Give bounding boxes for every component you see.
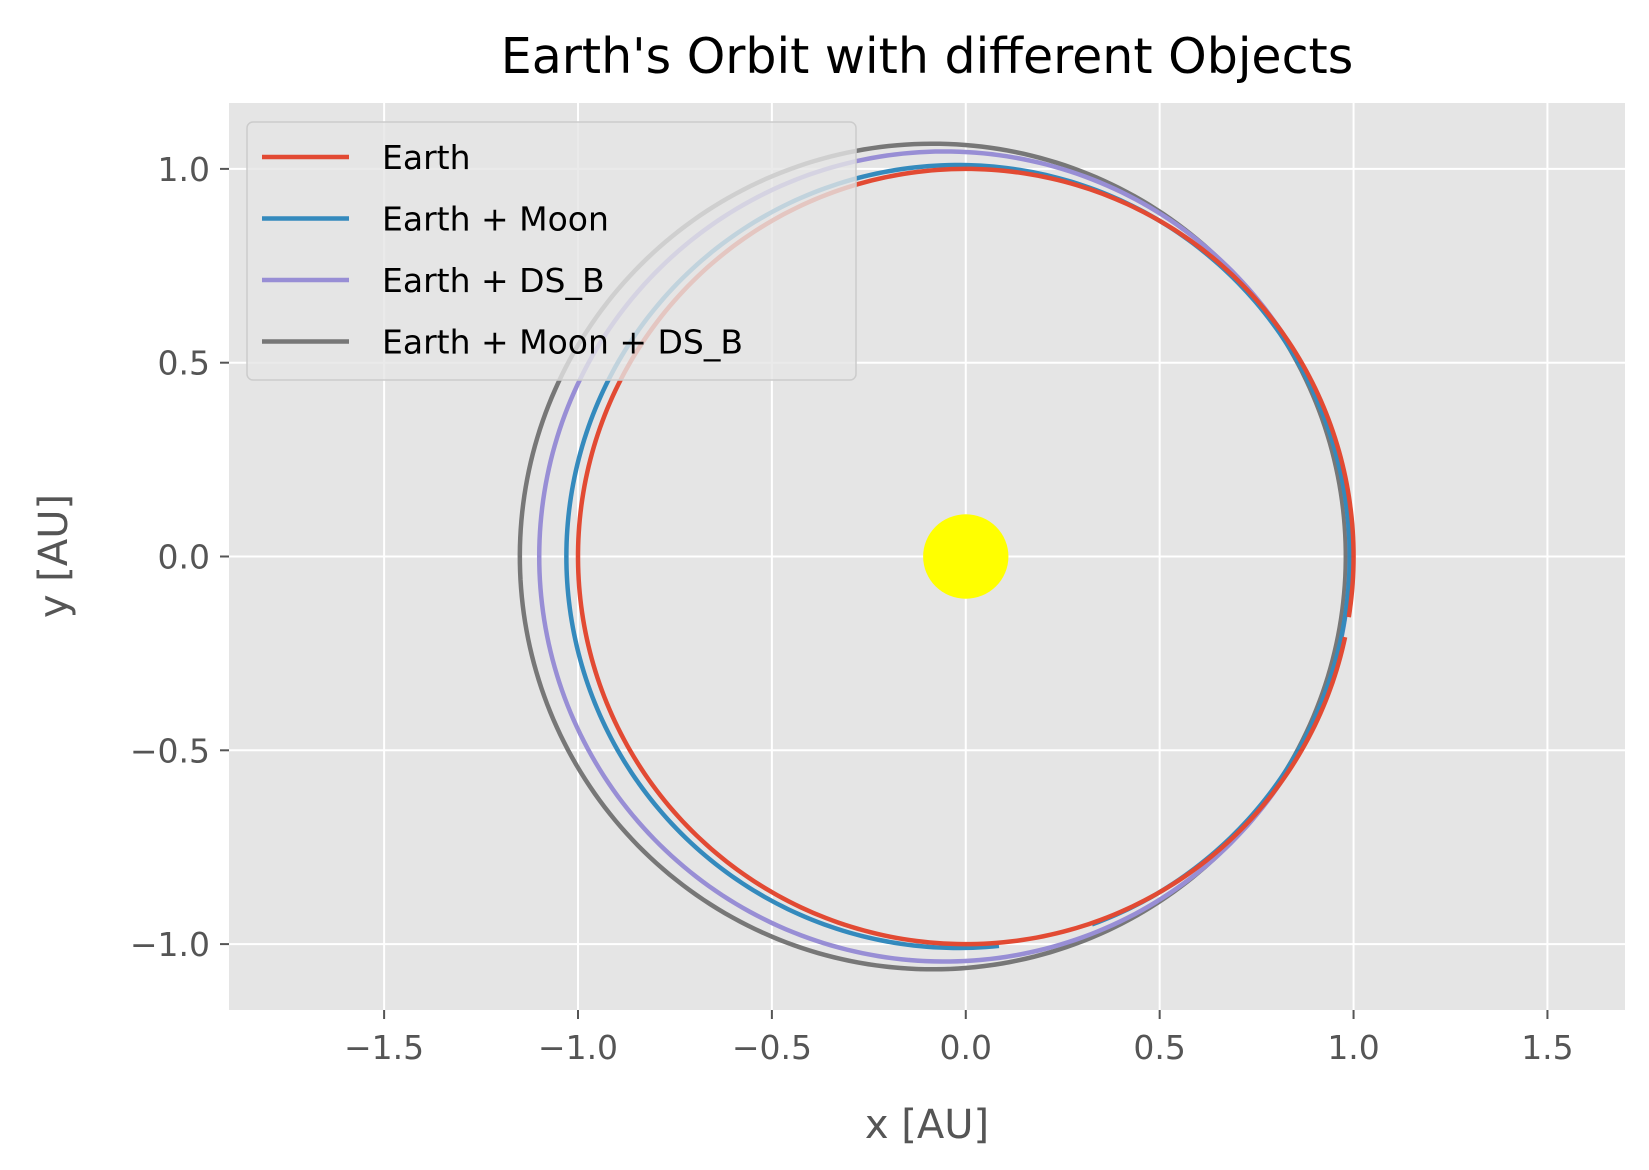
series-line [575, 166, 1356, 947]
x-tick-label: −1.0 [538, 1028, 618, 1067]
x-tick-label: −0.5 [732, 1028, 812, 1067]
x-axis-label: x [AU] [865, 1102, 989, 1148]
legend-label: Earth [382, 138, 471, 177]
sun-layer [923, 514, 1009, 599]
y-tick-label: −1.0 [130, 925, 210, 964]
x-tick-label: 0.5 [1133, 1028, 1185, 1067]
legend-box [246, 121, 857, 381]
legend: Earth Earth + Moon Earth + DS_B Earth + Moo… [246, 121, 857, 381]
legend-label: Earth + Moon + DS_B [382, 323, 743, 362]
x-axis: −1.5 −1.0 −0.5 0.0 0.5 1.0 1.5 [344, 1010, 1574, 1067]
x-tick-label: 1.5 [1521, 1028, 1573, 1067]
y-tick-label: 0.0 [158, 538, 210, 577]
x-tick-label: 0.0 [940, 1028, 992, 1067]
x-tick-label: −1.5 [344, 1028, 424, 1067]
sun-marker [923, 514, 1009, 599]
series-line [564, 162, 1352, 951]
x-tick-label: 1.0 [1327, 1028, 1379, 1067]
plot-content [517, 141, 1356, 972]
chart-title: Earth's Orbit with different Objects [501, 28, 1354, 85]
y-tick-label: −0.5 [130, 731, 210, 770]
legend-label: Earth + DS_B [382, 261, 605, 300]
y-tick-label: 1.0 [158, 150, 210, 189]
y-axis: −1.0 −0.5 0.0 0.5 1.0 [130, 150, 229, 964]
y-axis-label: y [AU] [31, 494, 77, 618]
legend-label: Earth + Moon [382, 200, 609, 239]
y-tick-label: 0.5 [158, 344, 210, 383]
